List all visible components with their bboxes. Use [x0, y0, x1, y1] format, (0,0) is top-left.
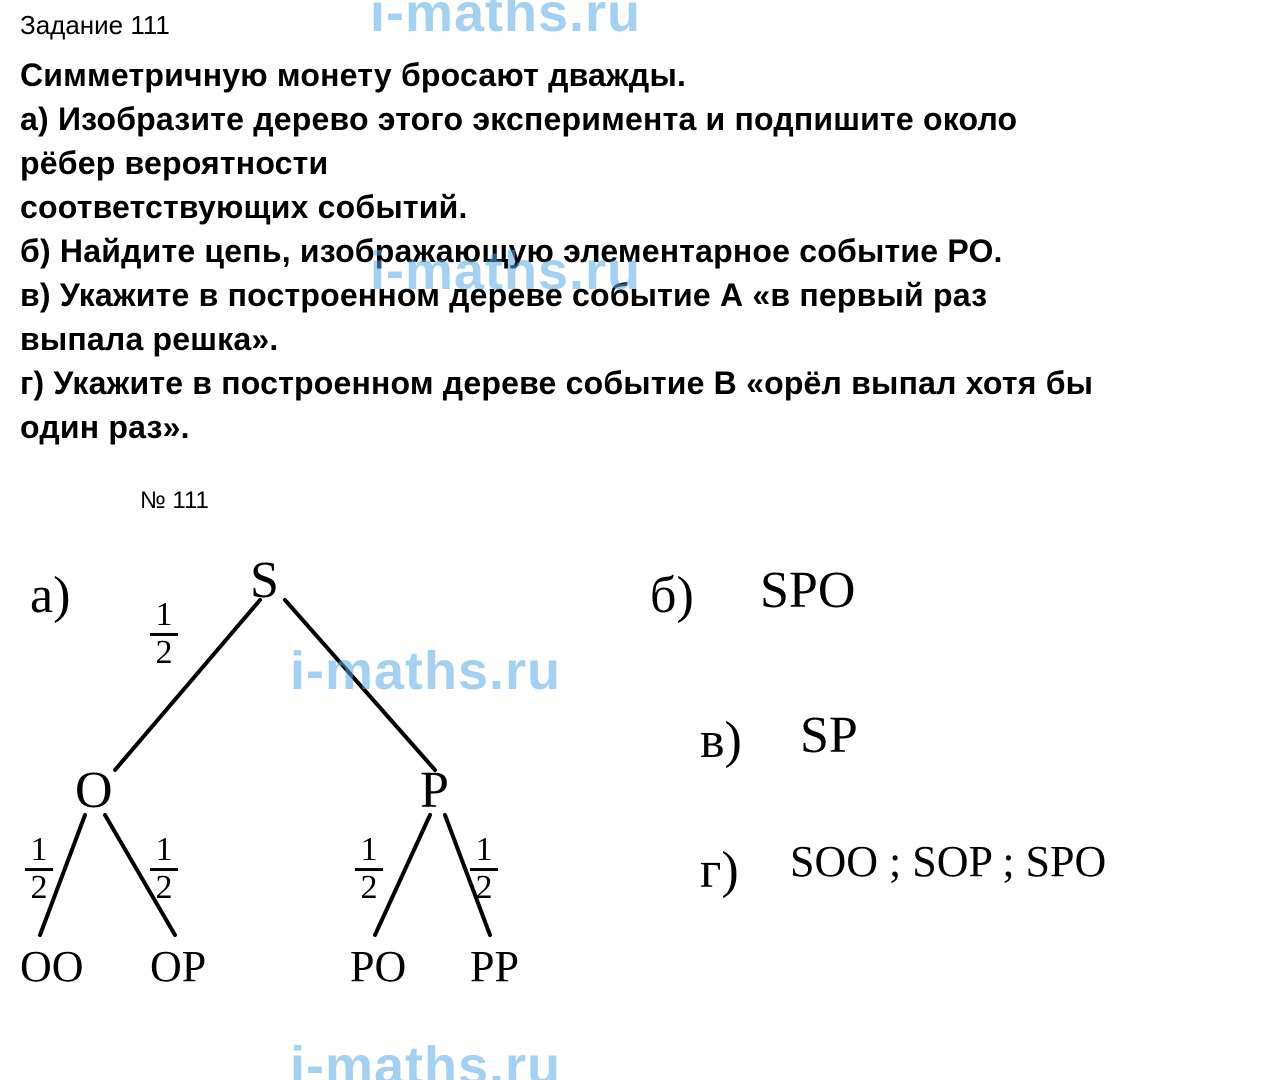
tree-leaf-PP: PP: [470, 945, 519, 989]
tree-leaf-PO: PO: [350, 945, 406, 989]
frac-num: 1: [355, 835, 383, 866]
edge-prob: 1 2: [150, 835, 178, 903]
frac-num: 1: [470, 835, 498, 866]
tree-node-O: O: [75, 765, 113, 817]
frac-den: 2: [470, 873, 498, 904]
problem-line: один раз».: [20, 407, 1260, 447]
edge-prob: 1 2: [150, 600, 178, 668]
frac-num: 1: [150, 835, 178, 866]
tree-leaf-OP: OP: [150, 945, 206, 989]
tree-node-P: P: [420, 765, 449, 817]
answer-g-label: г): [700, 845, 739, 897]
problem-text: Симметричную монету бросают дважды. а) И…: [20, 55, 1260, 447]
tree-leaf-OO: OO: [20, 945, 84, 989]
frac-num: 1: [150, 600, 178, 631]
problem-line: Симметричную монету бросают дважды.: [20, 55, 1260, 95]
frac-den: 2: [150, 638, 178, 669]
problem-line: б) Найдите цепь, изображающую элементарн…: [20, 231, 1260, 271]
problem-line: а) Изобразите дерево этого эксперимента …: [20, 99, 1260, 139]
edge-prob: 1 2: [25, 835, 53, 903]
problem-line: г) Укажите в построенном дереве событие …: [20, 363, 1260, 403]
edge-prob: 1 2: [355, 835, 383, 903]
problem-line: соответствующих событий.: [20, 187, 1260, 227]
problem-line: рёбер вероятности: [20, 143, 1260, 183]
page: Задание 111 Симметричную монету бросают …: [0, 0, 1280, 1080]
frac-num: 1: [25, 835, 53, 866]
tree-root-label: S: [250, 555, 279, 607]
answer-v-label: в): [700, 715, 742, 767]
answer-b-label: б): [650, 570, 694, 622]
answer-a-label: a): [30, 570, 70, 622]
edge-prob: 1 2: [470, 835, 498, 903]
solution-area: S O P OO OP PO PP 1 2 1 2 1 2 1 2 1: [20, 515, 1260, 1035]
watermark: i-maths.ru: [290, 1035, 561, 1080]
answer-g-value: SOO ; SOP ; SPO: [790, 840, 1106, 884]
solution-number: № 111: [140, 487, 1260, 515]
frac-den: 2: [355, 873, 383, 904]
frac-den: 2: [25, 873, 53, 904]
problem-line: выпала решка».: [20, 319, 1260, 359]
problem-line: в) Укажите в построенном дереве событие …: [20, 275, 1260, 315]
frac-den: 2: [150, 873, 178, 904]
task-number: Задание 111: [20, 10, 1260, 41]
answer-b-value: SPO: [760, 565, 855, 617]
answer-v-value: SP: [800, 710, 858, 762]
